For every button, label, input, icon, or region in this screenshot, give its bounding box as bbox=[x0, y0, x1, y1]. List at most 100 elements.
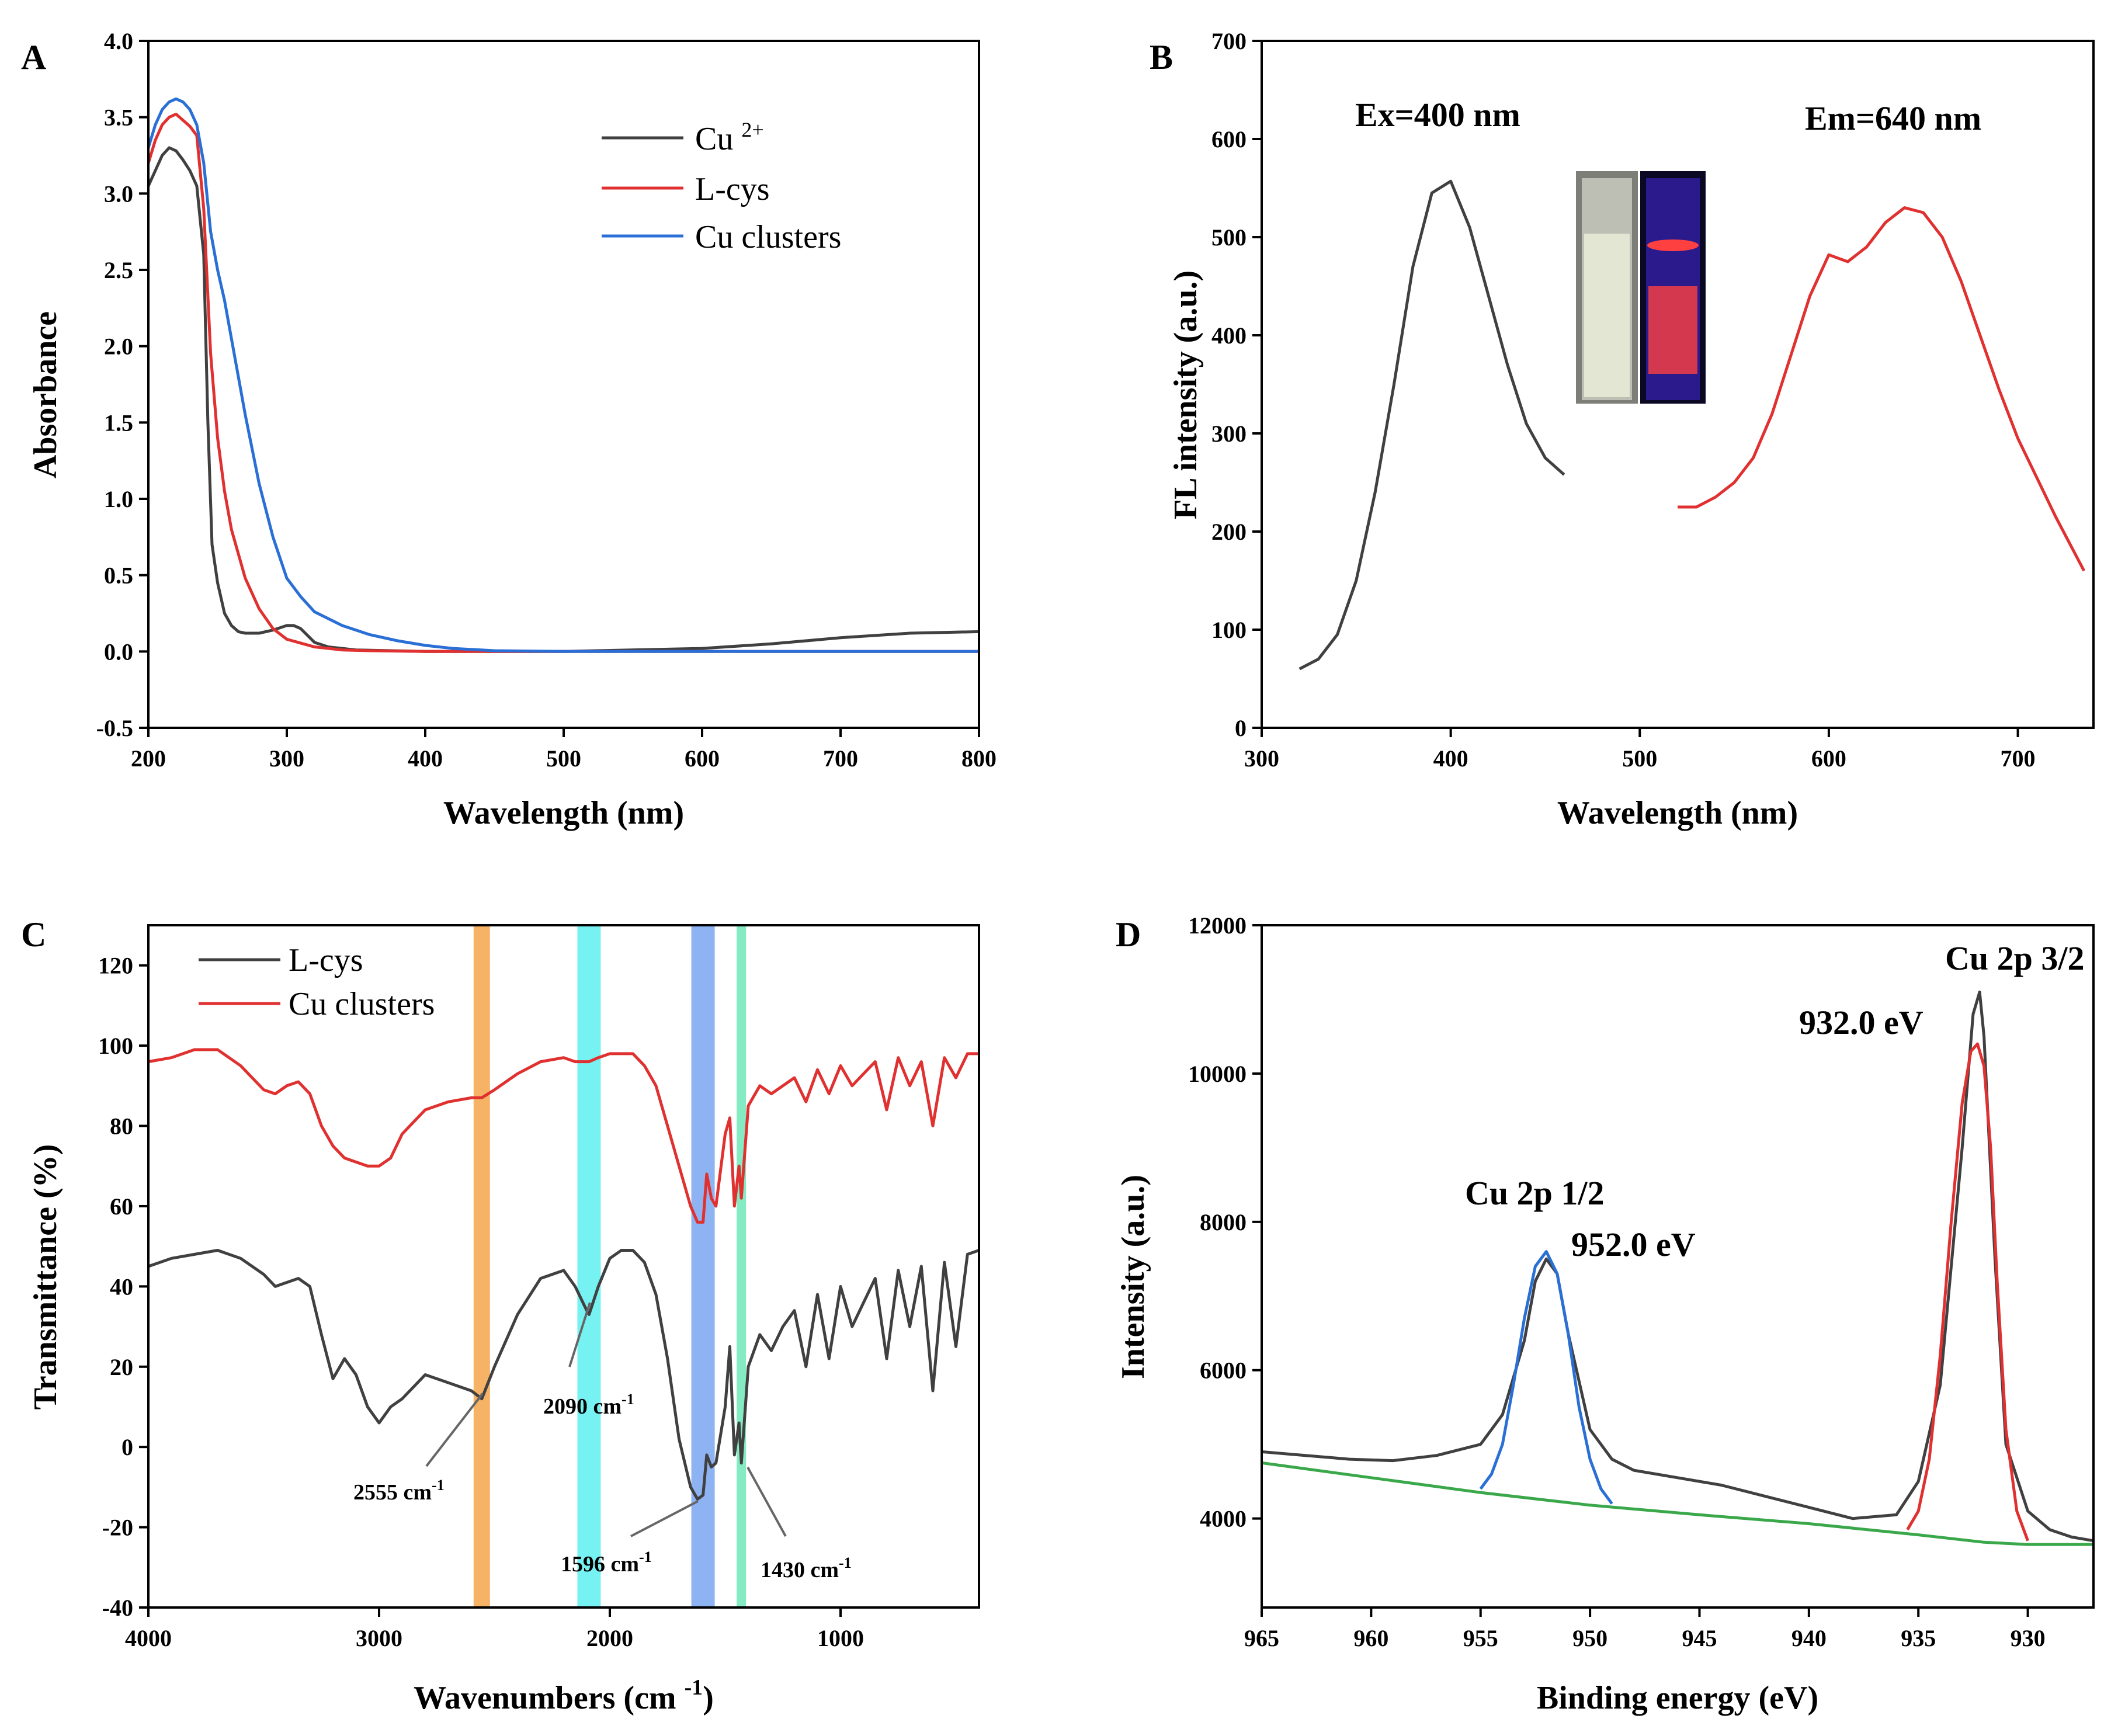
legend-label-lcys: L-cys bbox=[695, 171, 770, 207]
y-tick-label-c: 80 bbox=[110, 1113, 133, 1140]
annotation-952: 952.0 eV bbox=[1571, 1225, 1696, 1263]
legend-c: L-cys Cu clusters bbox=[199, 942, 435, 1022]
x-tick-label-b: 500 bbox=[1622, 745, 1657, 772]
x-tick-label-a: 600 bbox=[685, 745, 720, 772]
series-line-d-3 bbox=[1261, 1461, 2093, 1546]
plot-frame-c bbox=[147, 924, 980, 1609]
highlight-band-1596 bbox=[691, 925, 715, 1607]
plot-frame-a bbox=[147, 40, 980, 729]
panel-label-c: C bbox=[21, 915, 46, 954]
series-line-d-2 bbox=[1906, 1042, 2029, 1541]
y-tick-label-b: 100 bbox=[1211, 617, 1247, 643]
series-line-d-0 bbox=[1261, 990, 2094, 1543]
y-axis-label-b: FL intensity (a.u.) bbox=[1168, 270, 1204, 519]
y-tick-label-a: -0.5 bbox=[96, 715, 133, 741]
x-tick-label-c: 3000 bbox=[356, 1625, 402, 1651]
x-tick-label-d: 930 bbox=[2011, 1625, 2046, 1651]
band-label-2090: 2090 cm-1 bbox=[543, 1391, 634, 1419]
x-tick-label-b: 400 bbox=[1433, 745, 1468, 772]
band-callouts: 2555 cm-1 2090 cm-1 1596 cm-1 1430 cm-1 bbox=[353, 1302, 852, 1582]
band-label-1596: 1596 cm-1 bbox=[561, 1548, 652, 1577]
y-axis-label-d: Intensity (a.u.) bbox=[1115, 1175, 1151, 1379]
y-tick-label-b: 200 bbox=[1211, 519, 1247, 545]
x-tick-label-a: 800 bbox=[961, 745, 997, 772]
x-tick-label-c: 2000 bbox=[586, 1625, 633, 1651]
y-tick-label-a: 1.0 bbox=[104, 486, 133, 512]
callout-line-1596 bbox=[630, 1500, 699, 1537]
panel-label-a: A bbox=[21, 38, 46, 77]
x-tick-label-a: 700 bbox=[823, 745, 858, 772]
x-tick-label-d: 950 bbox=[1572, 1625, 1607, 1651]
plot-frame-d bbox=[1261, 924, 2095, 1609]
y-tick-label-a: 0.0 bbox=[104, 638, 133, 665]
y-tick-label-c: 60 bbox=[110, 1193, 133, 1220]
highlight-band-2555 bbox=[473, 925, 490, 1607]
x-axis-label-d: Binding energy (eV) bbox=[1537, 1680, 1818, 1716]
x-tick-label-c: 4000 bbox=[125, 1625, 172, 1651]
x-tick-label-a: 300 bbox=[269, 745, 304, 772]
x-tick-label-d: 935 bbox=[1901, 1625, 1936, 1651]
y-tick-label-b: 400 bbox=[1211, 322, 1247, 349]
y-axis-label-a: Absorbance bbox=[27, 311, 64, 478]
y-tick-label-b: 300 bbox=[1211, 421, 1247, 447]
annotation-cu2p32: Cu 2p 3/2 bbox=[1945, 939, 2085, 977]
annotation-cu2p12: Cu 2p 1/2 bbox=[1465, 1174, 1605, 1212]
series-line-c-0 bbox=[148, 1249, 980, 1501]
y-tick-label-b: 600 bbox=[1211, 126, 1247, 152]
y-tick-label-c: 0 bbox=[121, 1434, 133, 1460]
x-tick-label-d: 940 bbox=[1791, 1625, 1827, 1651]
y-tick-label-c: -20 bbox=[102, 1515, 133, 1541]
band-label-1430: 1430 cm-1 bbox=[761, 1554, 852, 1582]
y-tick-label-c: 40 bbox=[110, 1273, 133, 1300]
plot-frame-b bbox=[1261, 40, 2095, 729]
legend-a: Cu 2+ L-cys Cu clusters bbox=[602, 118, 841, 255]
band-label-2555: 2555 cm-1 bbox=[353, 1477, 445, 1505]
series-line-c-1 bbox=[148, 1048, 979, 1224]
y-tick-label-c: 20 bbox=[110, 1354, 133, 1380]
highlight-band-1430 bbox=[737, 925, 747, 1607]
x-tick-label-b: 600 bbox=[1811, 745, 1846, 772]
y-tick-label-a: 4.0 bbox=[104, 28, 133, 54]
highlight-band-2090 bbox=[577, 925, 601, 1607]
y-tick-label-a: 3.5 bbox=[104, 105, 133, 131]
legend-label-clusters: Cu clusters bbox=[695, 219, 841, 255]
x-tick-label-b: 700 bbox=[2001, 745, 2036, 772]
y-tick-label-c: -40 bbox=[102, 1595, 133, 1621]
panel-d: D 965 960 955 950 945 940 935 930 4000 6000 8000 10… bbox=[1115, 912, 2095, 1716]
panel-c: C 4000 3000 2000 1000-40-20020406080100120 … bbox=[21, 915, 980, 1716]
x-axis-label-b: Wavelength (nm) bbox=[1557, 795, 1798, 831]
inset-daylight-solution bbox=[1584, 234, 1630, 397]
legend-label-cu2: Cu 2+ bbox=[695, 118, 764, 157]
x-tick-label-a: 400 bbox=[408, 745, 443, 772]
inset-cuvette-photo bbox=[1576, 171, 1706, 404]
series-line-d-1 bbox=[1479, 1250, 1613, 1505]
y-tick-label-d: 6000 bbox=[1200, 1357, 1247, 1384]
annotation-em: Em=640 nm bbox=[1805, 99, 1981, 137]
y-tick-label-b: 0 bbox=[1235, 715, 1247, 741]
callout-line-1430 bbox=[747, 1467, 787, 1537]
y-tick-label-a: 2.5 bbox=[104, 257, 133, 283]
series-line-a-2 bbox=[147, 97, 979, 653]
legend-label-c-clusters: Cu clusters bbox=[289, 986, 435, 1022]
x-tick-label-d: 945 bbox=[1682, 1625, 1717, 1651]
callout-line-2090 bbox=[568, 1302, 591, 1367]
annotation-ex: Ex=400 nm bbox=[1355, 96, 1520, 134]
series-line-a-1 bbox=[147, 112, 979, 653]
series-line-b-1 bbox=[1678, 206, 2086, 572]
x-axis-label-a: Wavelength (nm) bbox=[443, 795, 684, 831]
panel-label-d: D bbox=[1116, 915, 1141, 954]
series-line-a-0 bbox=[147, 146, 980, 653]
x-axis-label-c: Wavenumbers (cm -1) bbox=[414, 1675, 714, 1716]
panel-a: A 200 300 400 500 600 700 800 -0.5 0.0 0.5 1.0 1.5 2… bbox=[21, 28, 997, 831]
y-tick-label-d: 4000 bbox=[1200, 1506, 1247, 1532]
y-tick-label-b: 700 bbox=[1211, 28, 1247, 54]
x-tick-label-d: 960 bbox=[1353, 1625, 1388, 1651]
inset-uv-glow bbox=[1648, 286, 1697, 374]
y-axis-label-c: Transmittance (%) bbox=[27, 1144, 64, 1410]
x-tick-label-c: 1000 bbox=[817, 1625, 864, 1651]
y-tick-label-c: 120 bbox=[98, 953, 133, 979]
panel-label-b: B bbox=[1150, 38, 1173, 77]
x-tick-label-a: 200 bbox=[131, 745, 166, 772]
y-tick-label-c: 100 bbox=[98, 1033, 133, 1059]
